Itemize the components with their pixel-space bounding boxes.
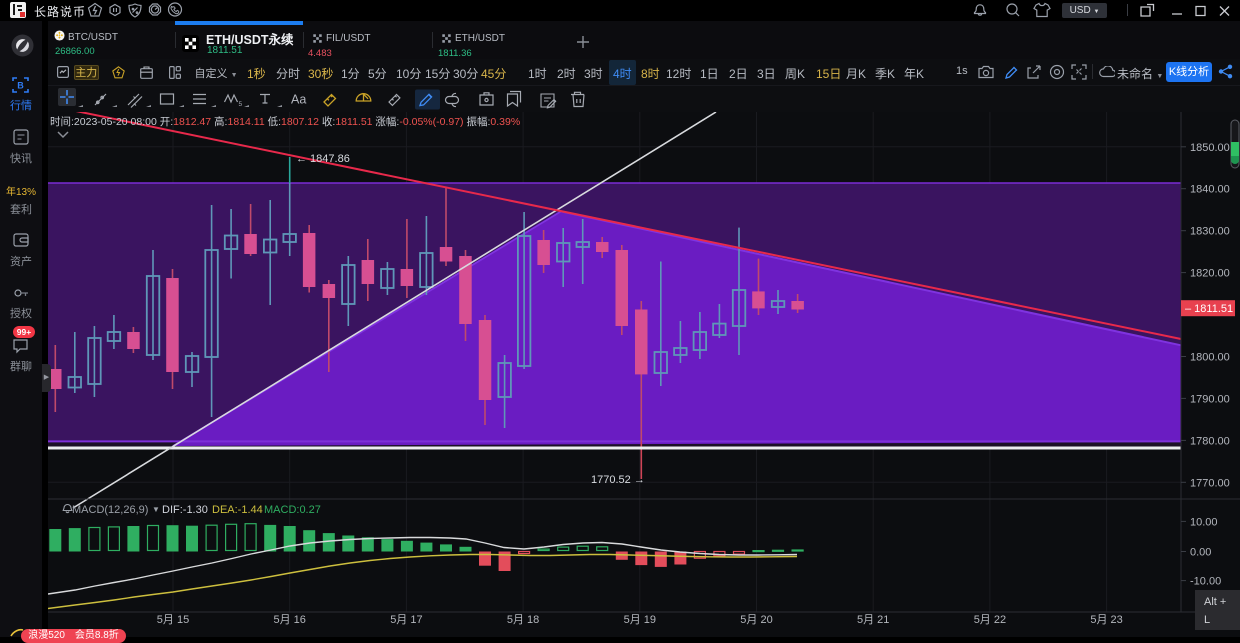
svg-text:Alt +: Alt + — [1204, 596, 1226, 608]
svg-text:B: B — [17, 81, 24, 91]
svg-text:▼: ▼ — [152, 505, 160, 514]
svg-text:5月 17: 5月 17 — [390, 614, 422, 626]
svg-text:MACD:0.27: MACD:0.27 — [264, 504, 321, 516]
svg-text:0.00: 0.00 — [1190, 547, 1211, 559]
svg-text:1820.00: 1820.00 — [1190, 268, 1230, 280]
svg-text:Aa: Aa — [291, 93, 306, 107]
svg-text:1850.00: 1850.00 — [1190, 142, 1230, 154]
svg-text:← 1847.86: ← 1847.86 — [296, 153, 350, 165]
svg-text:1840.00: 1840.00 — [1190, 184, 1230, 196]
svg-text:5月 23: 5月 23 — [1090, 614, 1122, 626]
svg-text:1830.00: 1830.00 — [1190, 226, 1230, 238]
svg-text:5月 22: 5月 22 — [974, 614, 1006, 626]
svg-text:MACD(12,26,9): MACD(12,26,9) — [72, 504, 148, 516]
svg-text:10.00: 10.00 — [1190, 516, 1218, 528]
svg-text:DIF:-1.30: DIF:-1.30 — [162, 504, 208, 516]
svg-text:1800.00: 1800.00 — [1190, 352, 1230, 364]
svg-text:5月 19: 5月 19 — [624, 614, 656, 626]
svg-text:DEA:-1.44: DEA:-1.44 — [212, 504, 263, 516]
svg-text:时间:2023-05-20 08:00 开:1812.47: 时间:2023-05-20 08:00 开:1812.47 高:1814.11 … — [50, 115, 520, 128]
svg-text:5月 15: 5月 15 — [157, 614, 189, 626]
svg-text:1770.00: 1770.00 — [1190, 477, 1230, 489]
svg-text:5月 21: 5月 21 — [857, 614, 889, 626]
svg-text:5月 18: 5月 18 — [507, 614, 539, 626]
svg-text:5: 5 — [239, 101, 243, 108]
svg-text:5月 16: 5月 16 — [273, 614, 305, 626]
svg-text:5月 20: 5月 20 — [740, 614, 772, 626]
svg-text:-10.00: -10.00 — [1190, 576, 1221, 588]
svg-text:L: L — [1204, 614, 1210, 626]
svg-text:1770.52 →: 1770.52 → — [591, 474, 645, 486]
svg-text:1780.00: 1780.00 — [1190, 435, 1230, 447]
svg-text:1790.00: 1790.00 — [1190, 393, 1230, 405]
svg-text:– 1811.51: – 1811.51 — [1185, 303, 1233, 315]
